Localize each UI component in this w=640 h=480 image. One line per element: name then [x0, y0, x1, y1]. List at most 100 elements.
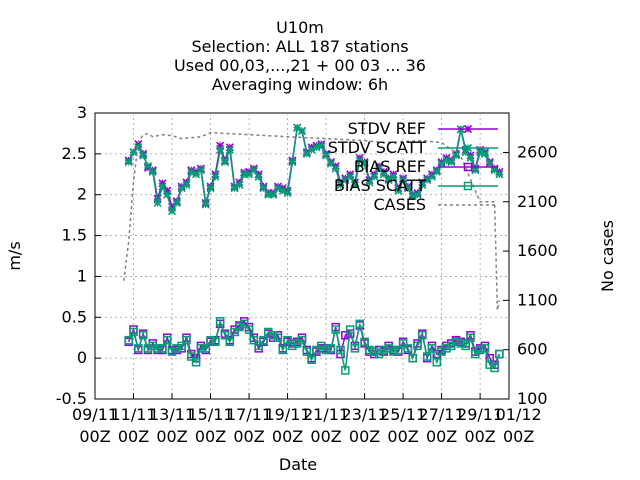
- legend-marker: [463, 124, 473, 134]
- legend-label: BIAS SCATT: [334, 176, 426, 195]
- data-point: [153, 344, 162, 353]
- data-point: [413, 190, 422, 199]
- data-point: [254, 341, 263, 351]
- data-point: [399, 175, 408, 185]
- title-line: Used 00,03,...,21 + 00 03 ... 36: [174, 56, 426, 75]
- x-tick-label-hour: 00Z: [272, 427, 303, 446]
- data-point: [350, 344, 360, 353]
- data-point: [317, 141, 326, 150]
- y-tick-label: 1: [77, 266, 87, 285]
- y-tick-label: 1.5: [62, 226, 87, 245]
- legend-item: BIAS SCATT: [334, 176, 498, 195]
- x-tick-label-date: 23/11: [342, 405, 388, 424]
- x-tick-label-date: 25/11: [380, 405, 426, 424]
- data-point: [379, 345, 389, 355]
- data-point: [461, 341, 470, 351]
- data-point: [158, 344, 167, 353]
- data-point: [225, 145, 234, 154]
- data-point: [172, 198, 181, 207]
- y2-tick-label: 1100: [517, 290, 558, 309]
- y-tick-label: 2.5: [62, 144, 87, 163]
- legend-item: BIAS REF: [354, 157, 498, 176]
- data-point: [138, 331, 148, 340]
- data-point: [297, 335, 307, 345]
- data-point: [230, 327, 239, 337]
- y-tick-label: -0.5: [56, 389, 87, 408]
- data-point: [225, 337, 235, 347]
- x-tick-label-date: 21/11: [303, 405, 349, 424]
- data-point: [239, 319, 249, 329]
- data-point: [288, 157, 297, 167]
- data-point: [211, 172, 220, 181]
- data-point: [182, 335, 191, 345]
- data-point: [283, 335, 292, 345]
- data-point: [249, 335, 259, 345]
- data-point: [129, 327, 138, 337]
- data-point: [345, 325, 355, 334]
- legend-item: STDV REF: [348, 119, 498, 138]
- data-point: [162, 335, 172, 345]
- data-point: [321, 345, 331, 355]
- data-point: [302, 347, 312, 356]
- x-tick-label-date: 17/11: [226, 405, 272, 424]
- data-point: [480, 149, 489, 158]
- data-point: [215, 317, 225, 326]
- series-stdv-scatt: [124, 123, 504, 216]
- y2-axis-label: No cases: [598, 220, 617, 292]
- plot-frame: [94, 112, 510, 400]
- data-point: [370, 172, 379, 181]
- series-line: [128, 318, 501, 371]
- data-point: [403, 184, 412, 193]
- data-point: [408, 353, 417, 363]
- data-point: [206, 184, 215, 193]
- title-line: Averaging window: 6h: [212, 75, 388, 94]
- data-point: [278, 345, 287, 355]
- data-point: [201, 200, 210, 209]
- data-point: [480, 344, 490, 353]
- title-line: Selection: ALL 187 stations: [191, 37, 408, 56]
- legend-item: STDV SCATT: [328, 138, 498, 157]
- data-point: [244, 325, 254, 334]
- data-point: [283, 189, 292, 198]
- x-tick-label-hour: 00Z: [79, 427, 110, 446]
- data-point: [307, 355, 316, 365]
- data-point: [139, 151, 148, 160]
- series-line: [123, 131, 501, 311]
- series-line: [128, 126, 500, 213]
- data-point: [124, 157, 133, 167]
- x-tick-label-hour: 00Z: [464, 427, 495, 446]
- legend-label: STDV SCATT: [328, 138, 427, 157]
- y-axis-label: m/s: [5, 241, 24, 270]
- data-point: [211, 337, 220, 347]
- x-axis-label: Date: [279, 455, 317, 474]
- legend-label: BIAS REF: [354, 157, 426, 176]
- data-point: [172, 344, 182, 353]
- data-point: [485, 159, 494, 168]
- data-point: [182, 180, 191, 189]
- data-point: [249, 166, 258, 175]
- x-tick-label-hour: 00Z: [118, 427, 149, 446]
- x-axis: 09/1100Z11/1100Z13/1100Z15/1100Z17/1100Z…: [72, 393, 542, 446]
- data-point: [418, 180, 427, 189]
- data-point: [365, 345, 374, 355]
- data-point: [427, 344, 437, 353]
- data-point: [196, 166, 205, 175]
- series-cases: [123, 131, 501, 311]
- data-point: [437, 159, 446, 168]
- data-point: [163, 190, 172, 199]
- data-point: [326, 344, 336, 353]
- data-point: [394, 345, 403, 355]
- data-point: [191, 357, 201, 367]
- x-tick-label-hour: 00Z: [233, 427, 264, 446]
- data-point: [148, 341, 158, 351]
- data-point: [177, 341, 186, 351]
- data-point: [408, 192, 417, 201]
- x-tick-label-hour: 00Z: [503, 427, 534, 446]
- x-tick-label-hour: 00Z: [387, 427, 418, 446]
- data-point: [259, 335, 268, 345]
- data-point: [490, 363, 499, 373]
- data-point: [350, 180, 360, 189]
- legend-item: CASES: [373, 195, 498, 214]
